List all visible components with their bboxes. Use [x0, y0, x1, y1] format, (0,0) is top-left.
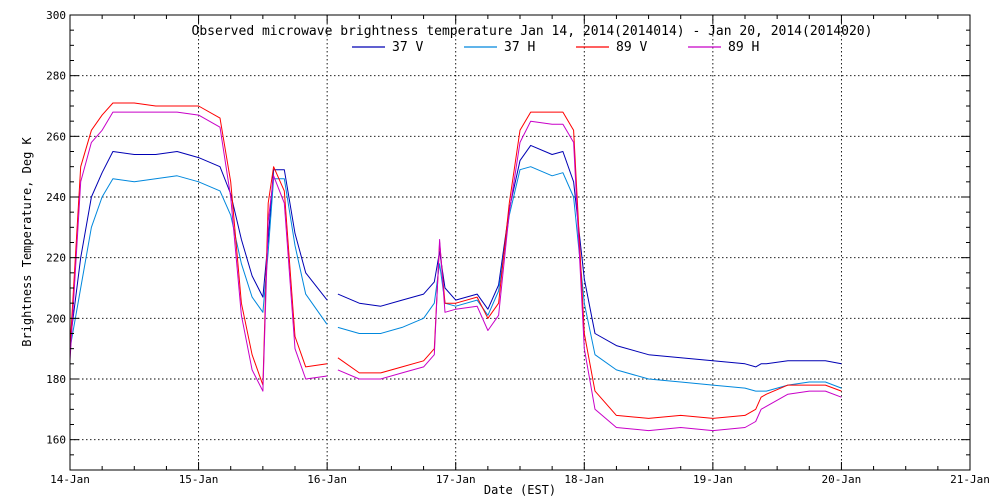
y-tick-label: 220 [46, 252, 66, 265]
legend-label: 37 H [504, 40, 535, 55]
legend-label: 89 H [728, 40, 759, 55]
series-line-89-h [69, 111, 842, 432]
x-tick-label: 19-Jan [693, 473, 733, 486]
series-line-37-v [69, 144, 842, 368]
x-tick-label: 15-Jan [179, 473, 219, 486]
y-tick-label: 300 [46, 9, 66, 22]
legend-label: 89 V [616, 40, 647, 55]
x-tick-label: 21-Jan [950, 473, 990, 486]
plot-area [69, 14, 971, 471]
x-tick-label: 16-Jan [307, 473, 347, 486]
x-tick-label: 17-Jan [436, 473, 476, 486]
legend: 37 V 37 H 89 V 89 H [352, 40, 759, 55]
y-tick-label: 160 [46, 434, 66, 447]
y-tick-label: 240 [46, 191, 66, 204]
x-axis-label: Date (EST) [484, 483, 556, 497]
y-tick-label: 180 [46, 373, 66, 386]
chart-title: Observed microwave brightness temperatur… [192, 24, 873, 39]
legend-label: 37 V [392, 40, 423, 55]
x-tick-label: 18-Jan [564, 473, 604, 486]
y-tick-labels: 160 180 200 220 240 260 280 300 [46, 9, 66, 447]
y-tick-label: 200 [46, 312, 66, 325]
y-tick-label: 280 [46, 70, 66, 83]
y-axis-label: Brightness Temperature, Deg K [20, 136, 34, 346]
x-tick-labels: 14-Jan 15-Jan 16-Jan 17-Jan 18-Jan 19-Jan 20-J… [50, 473, 990, 486]
grid [70, 15, 970, 470]
x-tick-label: 20-Jan [822, 473, 862, 486]
series-line-37-h [69, 166, 842, 392]
x-tick-label: 14-Jan [50, 473, 90, 486]
series-layer [69, 102, 842, 432]
ticks [69, 14, 971, 470]
y-tick-label: 260 [46, 130, 66, 143]
